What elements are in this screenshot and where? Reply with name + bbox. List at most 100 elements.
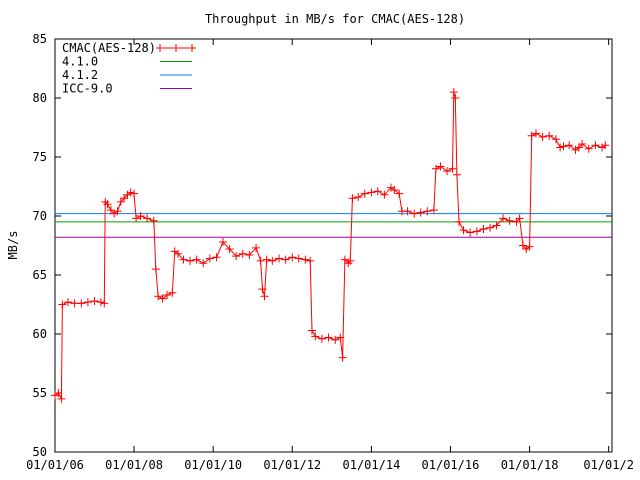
data-point — [578, 140, 587, 149]
axis-ticks: 50 55 60 65 70 75 80 85 01/01/06 01/01/08 01/01/10… — [26, 32, 634, 472]
data-point — [380, 190, 389, 199]
data-point — [143, 214, 152, 223]
data-point — [205, 254, 214, 263]
data-point — [70, 299, 79, 308]
data-point — [130, 189, 139, 198]
data-point — [416, 208, 425, 217]
data-point — [472, 227, 481, 236]
data-point — [238, 249, 247, 258]
data-point — [336, 333, 345, 342]
data-point — [262, 255, 271, 264]
data-point — [100, 299, 109, 308]
data-point — [96, 298, 105, 307]
data-point — [258, 285, 267, 294]
data-point — [54, 389, 63, 397]
x-tick-label: 01/01/14 — [343, 458, 401, 472]
y-tick-label: 55 — [33, 386, 47, 400]
data-point — [551, 135, 560, 144]
data-point — [192, 255, 201, 264]
data-point — [545, 131, 554, 140]
data-point — [83, 298, 92, 307]
data-point — [354, 193, 363, 202]
data-point — [136, 212, 145, 220]
data-point — [431, 164, 440, 173]
y-tick-label: 85 — [33, 32, 47, 46]
data-point — [527, 131, 536, 140]
data-point — [459, 226, 468, 235]
data-point — [306, 256, 315, 265]
data-point — [429, 206, 438, 215]
x-tick-label: 01/01/06 — [26, 458, 84, 472]
data-point — [311, 332, 320, 341]
data-point — [163, 291, 172, 300]
data-point — [158, 294, 167, 303]
data-point — [601, 141, 610, 150]
data-point — [348, 194, 357, 203]
data-point — [452, 170, 461, 179]
data-point — [199, 259, 208, 268]
data-point — [451, 94, 460, 102]
data-point — [218, 237, 227, 246]
data-point — [443, 167, 452, 176]
data-point — [58, 300, 67, 309]
data-point — [338, 353, 347, 362]
data-point — [116, 197, 125, 206]
data-point — [525, 242, 534, 251]
data-point — [410, 209, 419, 218]
data-point — [106, 206, 115, 215]
data-point — [307, 326, 316, 335]
data-point — [301, 255, 310, 264]
data-point — [499, 214, 508, 223]
legend-label: 4.1.2 — [62, 68, 98, 82]
data-point — [268, 256, 277, 265]
data-point — [360, 189, 369, 198]
data-point — [436, 162, 445, 171]
data-point — [149, 216, 158, 225]
data-point — [346, 256, 355, 265]
y-tick-label: 60 — [33, 327, 47, 341]
data-point — [449, 88, 458, 97]
data-point — [132, 214, 141, 223]
y-tick-label: 75 — [33, 150, 47, 164]
y-axis-label: MB/s — [6, 231, 20, 260]
data-point — [479, 224, 488, 233]
x-tick-label: 01/01/16 — [422, 458, 480, 472]
data-point — [256, 256, 265, 265]
data-point — [288, 253, 297, 262]
data-point — [168, 288, 177, 297]
data-point — [395, 189, 404, 198]
data-point — [512, 217, 521, 226]
data-point — [174, 249, 183, 258]
data-point — [515, 214, 524, 223]
legend-label: 4.1.0 — [62, 55, 98, 69]
data-point — [390, 186, 399, 195]
data-point — [584, 144, 593, 153]
data-point — [518, 241, 527, 250]
x-tick-label: 01/01/2 — [583, 458, 634, 472]
legend-marker — [156, 44, 164, 52]
data-point — [63, 298, 72, 307]
data-point — [317, 334, 326, 343]
data-point — [591, 141, 600, 150]
data-point — [275, 254, 284, 263]
legend-label: CMAC(AES-128) — [62, 41, 156, 55]
data-point — [113, 207, 122, 216]
y-tick-label: 80 — [33, 91, 47, 105]
x-tick-label: 01/01/18 — [501, 458, 559, 472]
data-point — [232, 252, 241, 261]
x-tick-label: 01/01/10 — [184, 458, 242, 472]
plot-area — [54, 38, 613, 453]
data-point — [340, 255, 349, 264]
data-point — [448, 164, 457, 173]
data-point — [565, 141, 574, 150]
data-point — [281, 255, 290, 264]
data-point — [486, 223, 495, 232]
data-point — [423, 207, 432, 216]
x-tick-label: 01/01/08 — [105, 458, 163, 472]
data-point — [324, 333, 333, 342]
data-point — [492, 221, 501, 230]
data-point — [538, 132, 547, 141]
data-point — [77, 299, 86, 308]
data-point — [505, 216, 514, 225]
